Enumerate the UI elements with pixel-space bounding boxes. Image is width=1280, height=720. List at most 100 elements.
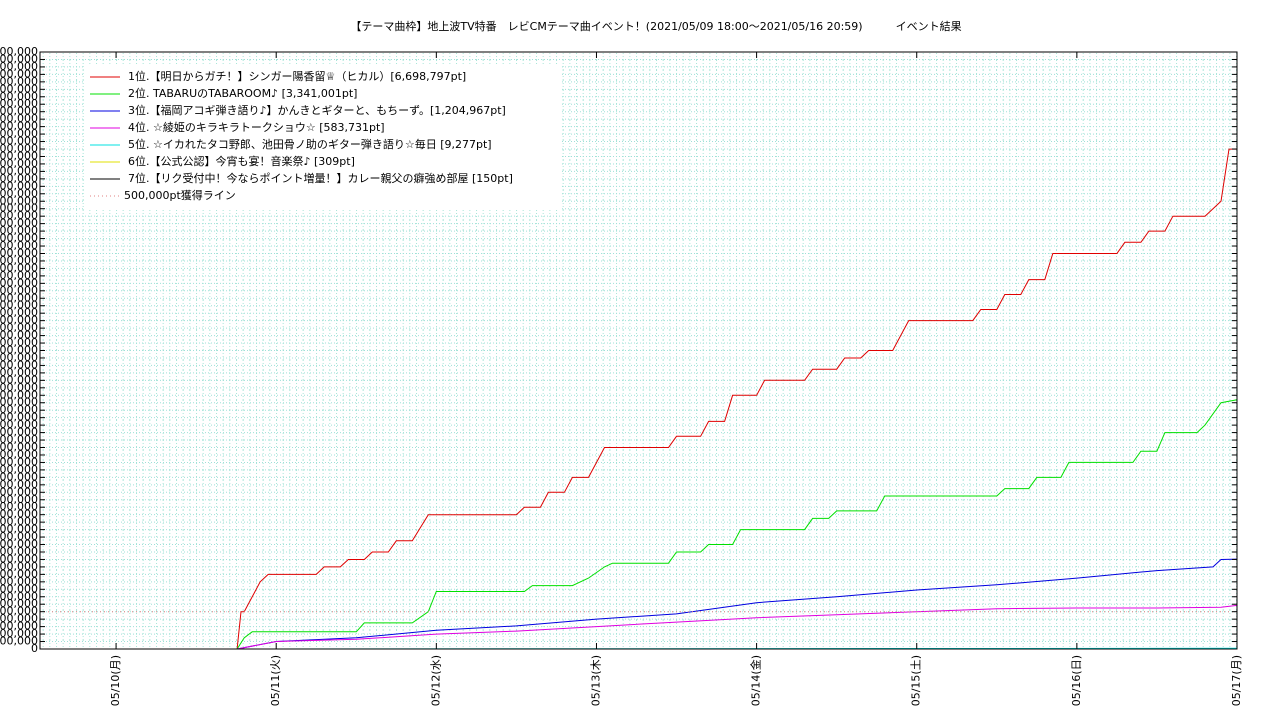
y-tick-label: 300,000 — [0, 620, 38, 633]
y-tick-label: 1,400,000 — [0, 538, 38, 551]
y-tick-label: 7,100,000 — [0, 112, 38, 125]
y-tick-label: 4,900,000 — [0, 276, 38, 289]
y-tick-label: 5,600,000 — [0, 224, 38, 237]
y-tick-label: 5,700,000 — [0, 217, 38, 230]
x-tick-label: 05/15(土) — [910, 655, 923, 706]
y-tick-label: 1,300,000 — [0, 545, 38, 558]
y-tick-label: 1,800,000 — [0, 508, 38, 521]
y-tick-label: 7,600,000 — [0, 75, 38, 88]
y-tick-label: 5,900,000 — [0, 202, 38, 215]
legend-label: 500,000pt獲得ライン — [124, 189, 236, 202]
y-tick-label: 4,400,000 — [0, 314, 38, 327]
y-tick-label: 3,000,000 — [0, 418, 38, 431]
y-tick-label: 400,000 — [0, 612, 38, 625]
series-line — [236, 399, 1238, 650]
y-tick-label: 1,200,000 — [0, 552, 38, 565]
y-tick-label: 2,100,000 — [0, 485, 38, 498]
y-tick-label: 7,900,000 — [0, 52, 38, 65]
y-tick-label: 5,300,000 — [0, 246, 38, 259]
legend-box — [85, 64, 560, 210]
y-tick-label: 2,200,000 — [0, 478, 38, 491]
x-tick-label: 05/13(木) — [589, 655, 602, 706]
x-tick-label: 05/11(火) — [269, 655, 282, 706]
y-tick-label: 0 — [31, 642, 38, 655]
y-tick-label: 900,000 — [0, 575, 38, 588]
y-tick-label: 4,700,000 — [0, 291, 38, 304]
y-tick-label: 6,200,000 — [0, 179, 38, 192]
y-tick-label: 1,600,000 — [0, 523, 38, 536]
y-tick-label: 3,200,000 — [0, 403, 38, 416]
y-tick-label: 5,000,000 — [0, 269, 38, 282]
x-tick-label: 05/17(月) — [1230, 655, 1243, 706]
y-tick-label: 4,800,000 — [0, 284, 38, 297]
y-tick-label: 500,000 — [0, 605, 38, 618]
y-tick-label: 3,300,000 — [0, 396, 38, 409]
y-tick-label: 1,900,000 — [0, 500, 38, 513]
y-tick-label: 3,600,000 — [0, 373, 38, 386]
y-tick-label: 6,600,000 — [0, 149, 38, 162]
y-tick-label: 2,400,000 — [0, 463, 38, 476]
chart-title: 【テーマ曲枠】地上波TV特番 レビCMテーマ曲イベント！(2021/05/09 … — [350, 19, 961, 33]
series-line — [236, 148, 1237, 650]
y-tick-label: 6,900,000 — [0, 127, 38, 140]
y-tick-label: 800,000 — [0, 582, 38, 595]
y-tick-label: 6,500,000 — [0, 157, 38, 170]
y-tick-label: 7,300,000 — [0, 97, 38, 110]
y-tick-label: 2,800,000 — [0, 433, 38, 446]
y-tick-label: 7,400,000 — [0, 90, 38, 103]
y-tick-label: 3,100,000 — [0, 411, 38, 424]
y-tick-label: 5,800,000 — [0, 209, 38, 222]
y-tick-label: 2,500,000 — [0, 455, 38, 468]
y-tick-label: 100,000 — [0, 635, 38, 648]
y-tick-label: 200,000 — [0, 627, 38, 640]
y-tick-label: 7,800,000 — [0, 60, 38, 73]
y-tick-label: 4,300,000 — [0, 321, 38, 334]
x-tick-label: 05/10(月) — [109, 655, 122, 706]
legend-label: 3位.【福岡アコギ弾き語り♪】かんきとギターと、もちーず。[1,204,967p… — [128, 103, 506, 117]
x-tick-label: 05/12(水) — [429, 655, 442, 706]
y-tick-label: 7,700,000 — [0, 67, 38, 80]
y-tick-label: 1,000,000 — [0, 567, 38, 580]
y-tick-label: 5,400,000 — [0, 239, 38, 252]
y-tick-label: 3,500,000 — [0, 381, 38, 394]
y-tick-label: 600,000 — [0, 597, 38, 610]
y-tick-label: 700,000 — [0, 590, 38, 603]
y-tick-label: 5,100,000 — [0, 261, 38, 274]
y-tick-label: 3,400,000 — [0, 388, 38, 401]
legend-label: 1位.【明日からガチ！】シンガー陽香留♕（ヒカル）[6,698,797pt] — [128, 69, 466, 83]
y-tick-label: 6,400,000 — [0, 164, 38, 177]
y-tick-label: 4,500,000 — [0, 306, 38, 319]
legend-label: 7位.【リク受付中！今ならポイント増量！】カレー親父の癖強め部屋 [150pt] — [128, 171, 513, 185]
y-tick-label: 4,600,000 — [0, 299, 38, 312]
y-tick-label: 3,900,000 — [0, 351, 38, 364]
y-tick-label: 2,300,000 — [0, 470, 38, 483]
y-tick-label: 2,600,000 — [0, 448, 38, 461]
y-tick-label: 6,300,000 — [0, 172, 38, 185]
y-tick-label: 4,200,000 — [0, 329, 38, 342]
x-tick-label: 05/16(日) — [1070, 655, 1083, 706]
y-tick-label: 1,500,000 — [0, 530, 38, 543]
y-tick-label: 5,500,000 — [0, 232, 38, 245]
y-tick-label: 6,800,000 — [0, 135, 38, 148]
y-tick-label: 6,700,000 — [0, 142, 38, 155]
y-tick-label: 7,200,000 — [0, 105, 38, 118]
y-tick-label: 2,900,000 — [0, 426, 38, 439]
x-tick-label: 05/14(金) — [749, 655, 763, 706]
legend-label: 4位. ☆綾姫のキラキラトークショウ☆ [583,731pt] — [128, 120, 385, 134]
y-tick-label: 2,000,000 — [0, 493, 38, 506]
y-tick-label: 3,700,000 — [0, 366, 38, 379]
legend-label: 2位. TABARUのTABAROOM♪ [3,341,001pt] — [128, 86, 357, 100]
y-tick-label: 7,500,000 — [0, 82, 38, 95]
y-tick-label: 1,700,000 — [0, 515, 38, 528]
series-line — [237, 604, 1238, 650]
y-tick-label: 6,100,000 — [0, 187, 38, 200]
series-line — [237, 558, 1238, 650]
y-tick-label: 4,100,000 — [0, 336, 38, 349]
legend-label: 6位.【公式公認】今宵も宴！音楽祭♪ [309pt] — [128, 154, 355, 168]
legend-label: 5位. ☆イカれたタコ野郎、池田骨ノ助のギター弾き語り☆毎日 [9,277pt] — [128, 137, 492, 151]
y-tick-label: 4,000,000 — [0, 344, 38, 357]
y-tick-label: 7,000,000 — [0, 120, 38, 133]
y-tick-label: 8,000,000 — [0, 45, 38, 58]
y-tick-label: 6,000,000 — [0, 194, 38, 207]
